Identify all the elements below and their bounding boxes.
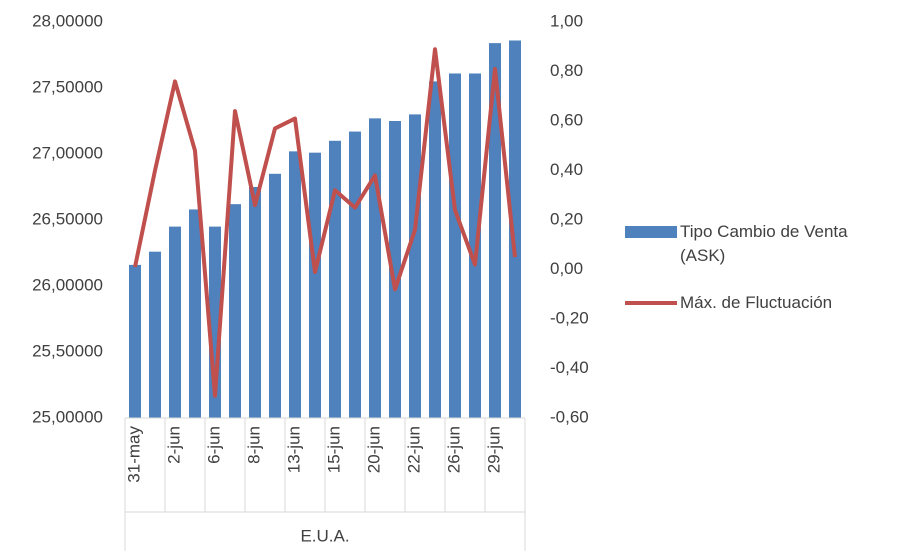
bar	[229, 204, 241, 418]
legend-entry: Máx. de Fluctuación	[680, 293, 833, 312]
bar	[429, 81, 441, 419]
bar	[289, 151, 301, 419]
x-tick-label: 31-may	[124, 426, 143, 483]
y2-tick-label: 0,60	[550, 110, 583, 129]
x-tick-label: 6-jun	[204, 426, 223, 464]
bar	[349, 131, 361, 418]
y2-tick-label: 0,80	[550, 61, 583, 80]
bar	[169, 226, 181, 418]
y2-tick-label: -0,60	[550, 407, 589, 426]
x-tick-label: 8-jun	[244, 426, 263, 464]
y2-tick-label: -0,20	[550, 308, 589, 327]
legend-swatch	[625, 226, 677, 238]
legend-entry: Tipo Cambio de Venta (ASK)	[680, 222, 848, 265]
x-tick-label: 2-jun	[164, 426, 183, 464]
bar	[129, 264, 141, 418]
y-tick-label: 25,00000	[32, 407, 103, 426]
bar	[369, 118, 381, 419]
legend-label: Máx. de Fluctuación	[680, 293, 833, 312]
bar	[409, 114, 421, 419]
legend-label: Tipo Cambio de Venta (ASK)	[680, 222, 848, 265]
y-tick-label: 27,00000	[32, 143, 103, 162]
y-tick-label: 27,50000	[32, 77, 103, 96]
y2-tick-label: 0,40	[550, 160, 583, 179]
y-tick-label: 25,50000	[32, 341, 103, 360]
y-tick-label: 26,50000	[32, 209, 103, 228]
bar	[449, 73, 461, 418]
x-tick-label: 13-jun	[284, 426, 303, 473]
y2-tick-label: 0,00	[550, 259, 583, 278]
x-tick-label: 22-jun	[404, 426, 423, 473]
y2-tick-label: 0,20	[550, 209, 583, 228]
bar	[309, 152, 321, 418]
bar	[249, 187, 261, 418]
x-tick-label: 15-jun	[324, 426, 343, 473]
x-tick-label: 20-jun	[364, 426, 383, 473]
y2-tick-label: 1,00	[550, 11, 583, 30]
x-tick-label: 29-jun	[484, 426, 503, 473]
y-tick-label: 28,00000	[32, 11, 103, 30]
bar	[269, 173, 281, 418]
bar	[389, 121, 401, 418]
group-label: E.U.A.	[300, 526, 349, 545]
bar	[509, 40, 521, 418]
bar	[489, 43, 501, 419]
x-tick-label: 26-jun	[444, 426, 463, 473]
y-tick-label: 26,00000	[32, 275, 103, 294]
line	[133, 47, 517, 398]
y2-tick-label: -0,40	[550, 358, 589, 377]
bar	[329, 140, 341, 419]
bar	[149, 251, 161, 418]
bar	[189, 209, 201, 418]
